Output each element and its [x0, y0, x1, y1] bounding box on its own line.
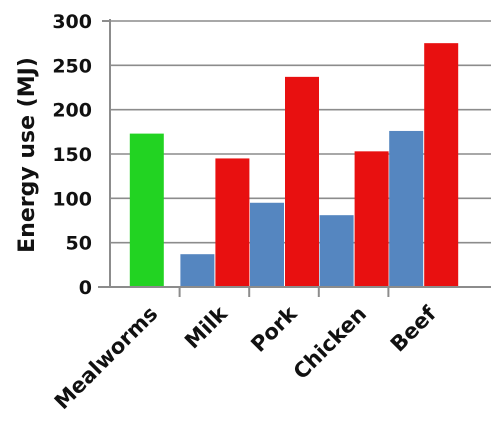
y-tick-label-150: 150: [52, 144, 92, 166]
bar-pork-blue: [250, 202, 284, 287]
bar-milk-red: [215, 158, 250, 287]
bars: [129, 43, 459, 287]
axes: [98, 19, 491, 297]
bar-pork-red: [285, 76, 319, 287]
y-axis-title: Energy use (MJ): [15, 57, 40, 253]
x-category-label-mealworms: Mealworms: [50, 302, 162, 414]
bar-beef-red: [424, 43, 459, 287]
bar-mealworms-green: [129, 133, 164, 287]
y-tick-label-200: 200: [52, 100, 92, 122]
y-tick-label-300: 300: [52, 11, 92, 33]
x-category-label-chicken: Chicken: [289, 302, 371, 384]
y-tick-label-100: 100: [52, 188, 92, 210]
bar-milk-blue: [180, 254, 215, 287]
x-category-label-milk: Milk: [180, 301, 233, 354]
bar-chicken-blue: [319, 215, 354, 287]
y-tick-labels: 0 50 100 150 200 250 300: [52, 11, 92, 299]
x-category-label-beef: Beef: [386, 301, 442, 357]
y-tick-label-0: 0: [79, 277, 92, 299]
x-category-label-pork: Pork: [246, 301, 302, 357]
y-tick-label-250: 250: [52, 55, 92, 77]
bar-beef-blue: [389, 130, 424, 287]
bar-chicken-red: [354, 151, 389, 287]
y-tick-label-50: 50: [66, 233, 92, 255]
